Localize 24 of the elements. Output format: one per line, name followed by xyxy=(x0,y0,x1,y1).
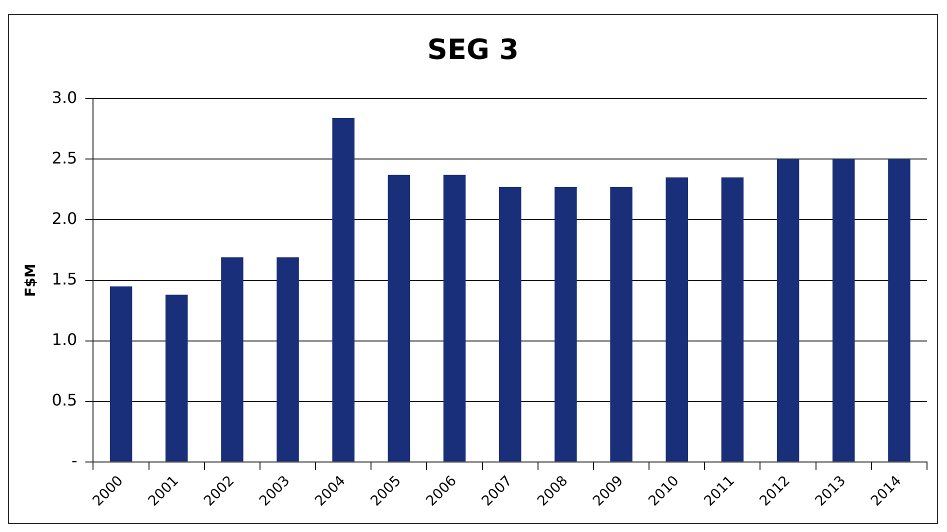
y-axis-title: F$M xyxy=(23,264,40,297)
bar xyxy=(221,257,244,462)
chart-title: SEG 3 xyxy=(427,33,519,66)
bar xyxy=(388,174,410,462)
y-tick-label: 1.0 xyxy=(52,330,78,349)
bar xyxy=(276,257,299,462)
y-tick-label: 2.0 xyxy=(52,208,78,228)
bar xyxy=(166,294,188,462)
bar xyxy=(443,174,466,462)
bar xyxy=(332,118,354,462)
y-tick-label: 0.5 xyxy=(52,390,78,410)
y-tick-label: - xyxy=(71,451,78,470)
y-tick-label: 1.5 xyxy=(52,269,78,288)
y-tick-label: 2.5 xyxy=(52,148,78,168)
bar xyxy=(610,187,632,462)
bar xyxy=(499,187,522,462)
bar xyxy=(888,159,910,462)
bar xyxy=(832,159,855,462)
bar xyxy=(554,187,577,462)
bar xyxy=(666,177,688,462)
bar xyxy=(110,286,132,462)
y-tick-label: 3.0 xyxy=(52,88,78,107)
bar xyxy=(776,159,800,462)
bar xyxy=(721,177,744,462)
